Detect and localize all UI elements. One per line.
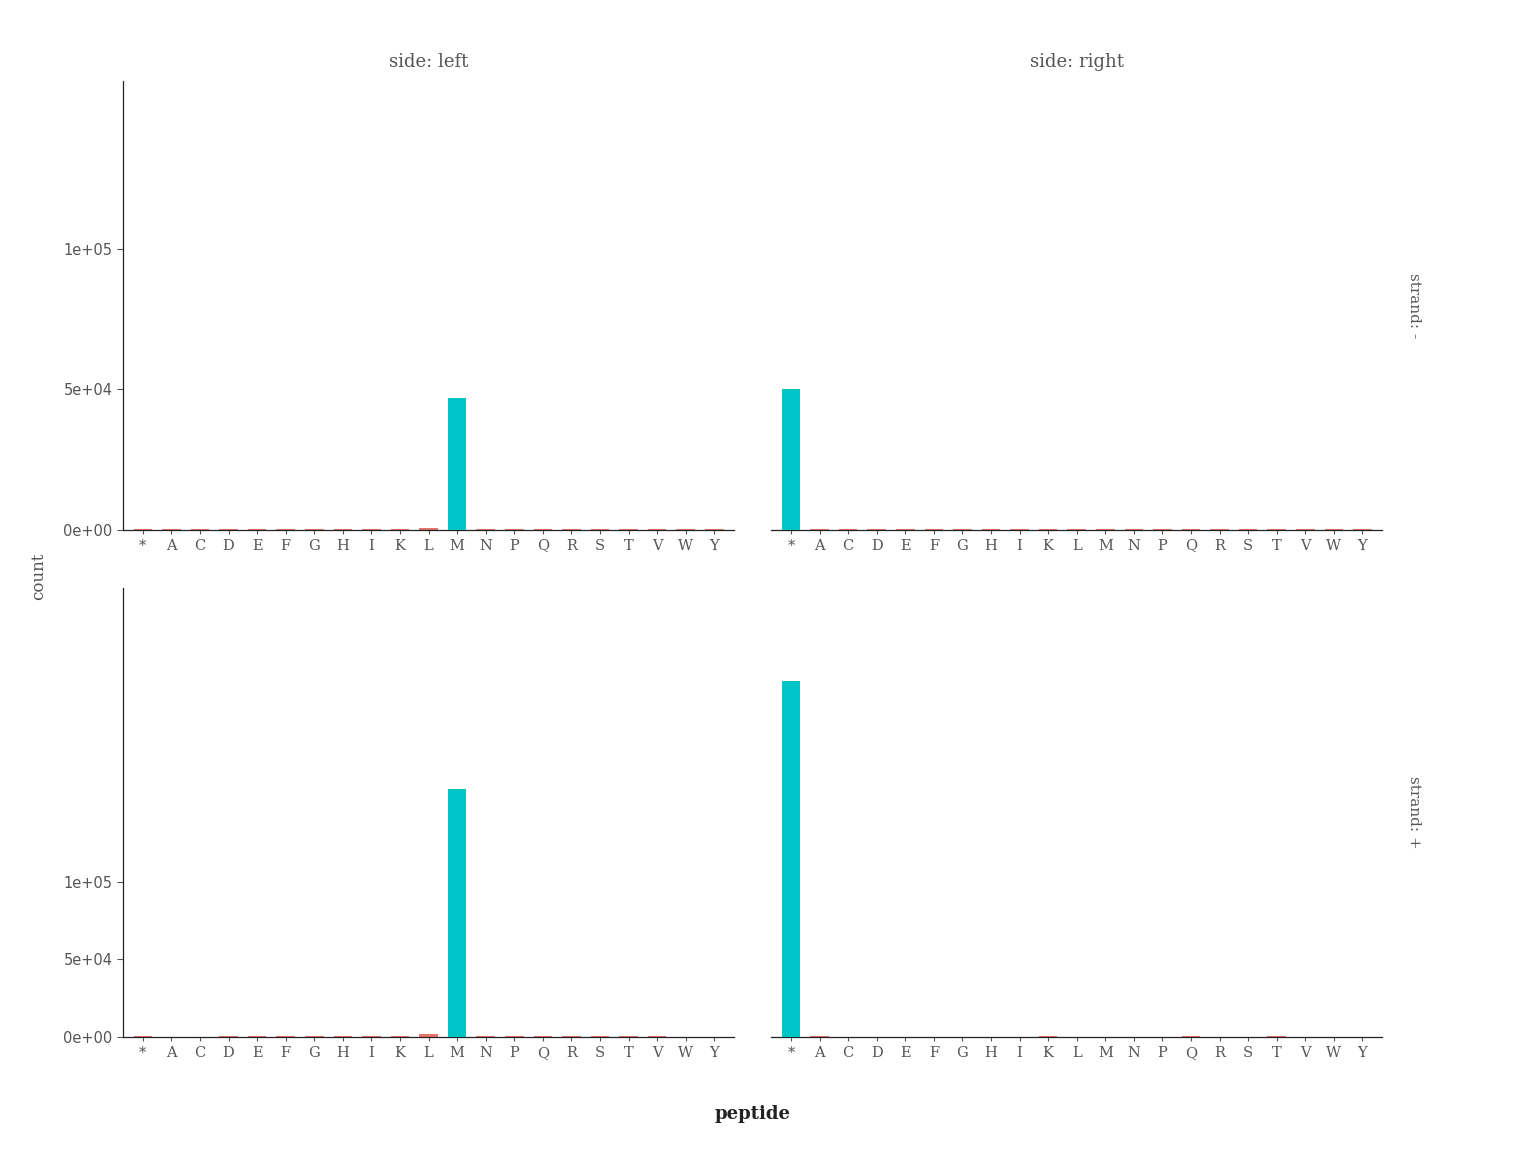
Bar: [419, 1034, 438, 1037]
Text: strand: -: strand: -: [1407, 273, 1421, 338]
Title: side: left: side: left: [389, 53, 468, 70]
Bar: [449, 789, 467, 1037]
Text: strand: +: strand: +: [1407, 776, 1421, 849]
Bar: [782, 389, 800, 530]
Bar: [449, 397, 467, 530]
Title: side: right: side: right: [1029, 53, 1124, 70]
Text: count: count: [29, 552, 48, 600]
Bar: [782, 681, 800, 1037]
Text: peptide: peptide: [714, 1105, 791, 1123]
Bar: [419, 529, 438, 530]
